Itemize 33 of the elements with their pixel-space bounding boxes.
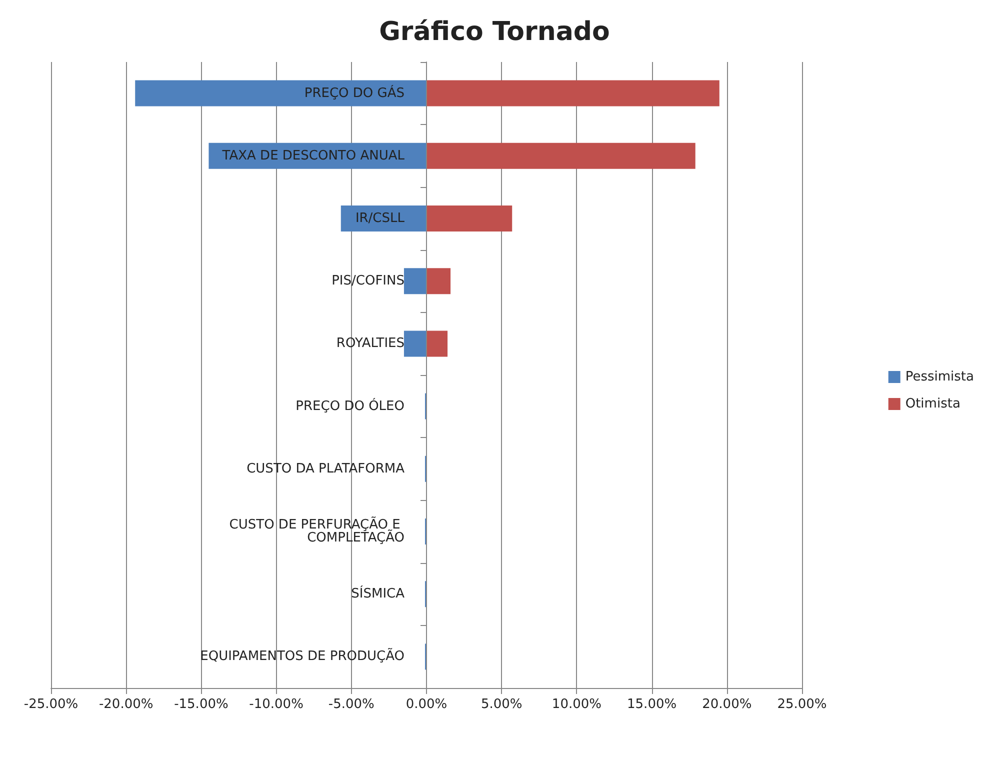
y-tick-label: SÍSMICA [351,584,405,602]
bar [426,206,512,232]
x-tick-label: -10.00% [249,697,304,712]
x-tick-label: -15.00% [174,697,228,712]
bar [426,330,448,357]
bar [404,330,426,357]
legend-label: Pessimista [905,370,974,384]
x-tick-label: -5.00% [328,697,374,712]
legend-label: Otimista [905,396,960,412]
bar [340,206,426,232]
chart-title: Gráfico Tornado [379,17,610,47]
x-tick-label: -20.00% [98,697,154,712]
y-tick-label: CUSTO DE PERFURAÇÃO E COMPLETAÇÃO [229,516,404,546]
y-tick-label: CUSTO DA PLATAFORMA [246,461,405,476]
bar [426,80,720,106]
x-tick-label: 10.00% [552,697,602,712]
x-tick-label: -25.00% [24,697,78,712]
x-tick-label: 20.00% [702,697,752,712]
y-tick-label: PREÇO DO ÓLEO [296,396,404,414]
bar [404,268,426,294]
y-tick-label: IR/CSLL [355,211,406,226]
x-tick-label: 25.00% [777,697,827,712]
y-tick-label: PREÇO DO GÁS [304,84,404,101]
x-tick-label: 15.00% [627,697,677,712]
y-tick-label: EQUIPAMENTOS DE PRODUÇÃO [200,648,404,664]
y-tick-label: PIS/COFINS [332,274,404,289]
x-tick-label: 0.00% [406,697,448,712]
y-tick-label: TAXA DE DESCONTO ANUAL [221,148,406,164]
x-tick-label: 5.00% [480,697,522,712]
bar [426,268,451,294]
bar [426,142,696,169]
bar [135,80,426,106]
y-tick-label: ROYALTIES [336,336,404,352]
